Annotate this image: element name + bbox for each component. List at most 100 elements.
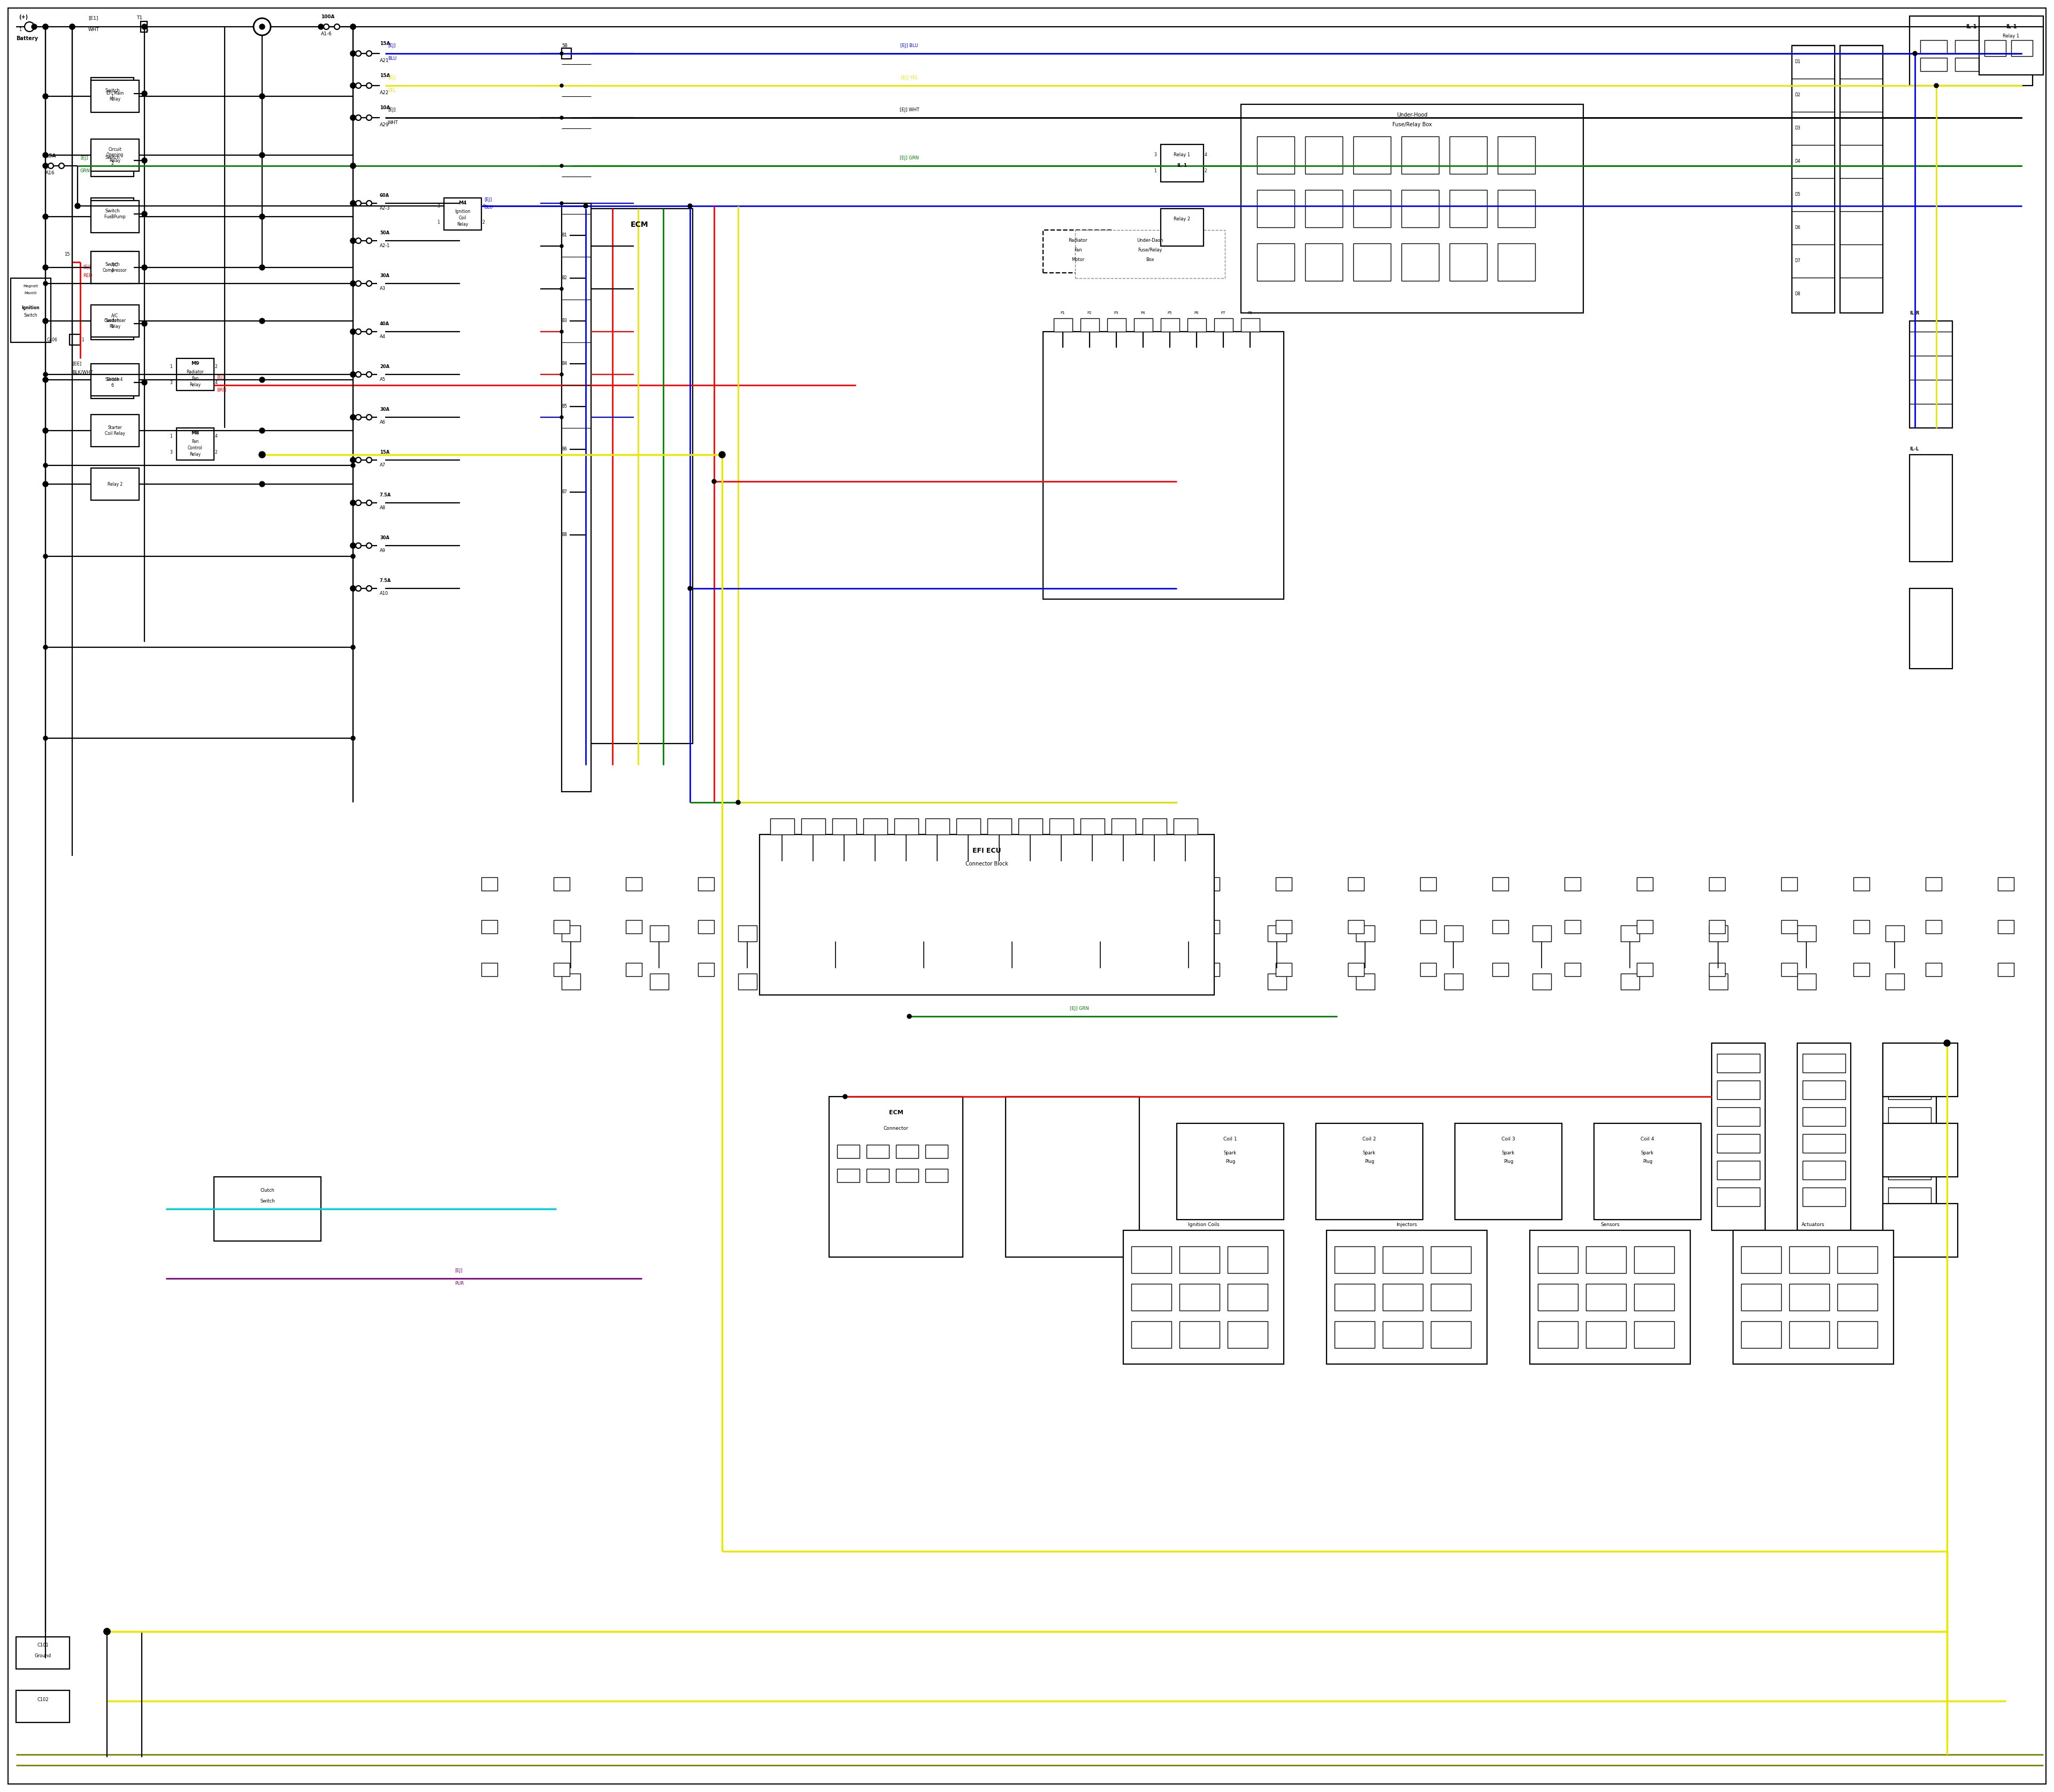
Text: A10: A10 <box>380 591 388 597</box>
Circle shape <box>43 428 47 434</box>
Circle shape <box>259 152 265 158</box>
Bar <box>1347 878 1364 891</box>
Circle shape <box>366 82 372 88</box>
Bar <box>1177 1124 1284 1220</box>
Bar <box>986 878 1002 891</box>
Bar <box>1354 244 1391 281</box>
Text: BRN: BRN <box>216 389 226 392</box>
Circle shape <box>355 586 362 591</box>
Bar <box>1161 208 1204 246</box>
Circle shape <box>351 238 355 244</box>
Bar <box>1530 1231 1690 1364</box>
Bar <box>1432 1283 1471 1310</box>
Bar <box>1132 878 1148 891</box>
Text: M9: M9 <box>191 362 199 366</box>
Text: PUR: PUR <box>454 1281 464 1287</box>
Bar <box>1635 1283 1674 1310</box>
Circle shape <box>351 330 355 335</box>
Text: Switch
3: Switch 3 <box>105 210 119 219</box>
Bar <box>1797 925 1816 941</box>
Bar <box>1789 1283 1830 1310</box>
Bar <box>1132 1283 1171 1310</box>
Bar <box>626 878 641 891</box>
Bar <box>1432 1247 1471 1272</box>
Circle shape <box>842 1095 846 1098</box>
Bar <box>1910 16 2033 86</box>
Bar <box>838 1168 859 1183</box>
Bar <box>1594 1124 1701 1220</box>
Circle shape <box>43 482 47 487</box>
Circle shape <box>351 543 355 548</box>
Text: GRN: GRN <box>80 168 90 174</box>
Text: D4: D4 <box>1795 159 1799 163</box>
Text: Coil: Coil <box>458 215 466 220</box>
Circle shape <box>351 82 355 88</box>
Bar <box>698 962 715 977</box>
Bar <box>1803 1081 1844 1098</box>
Text: P7: P7 <box>1220 312 1226 315</box>
Bar <box>481 962 497 977</box>
Circle shape <box>366 50 372 56</box>
Bar <box>1990 39 2017 54</box>
Text: ECM: ECM <box>631 220 649 228</box>
Circle shape <box>43 464 47 468</box>
Bar <box>1493 878 1508 891</box>
Bar <box>1454 1124 1561 1220</box>
Bar <box>1228 1321 1267 1348</box>
Text: A9: A9 <box>380 548 386 554</box>
Circle shape <box>31 23 37 29</box>
Bar <box>1060 878 1074 891</box>
Bar <box>832 819 857 835</box>
Bar <box>1257 244 1294 281</box>
Circle shape <box>253 18 271 36</box>
Bar <box>1884 1204 1957 1256</box>
Circle shape <box>259 482 265 487</box>
Text: 5B: 5B <box>561 43 567 48</box>
Text: A29: A29 <box>380 124 388 127</box>
Circle shape <box>351 50 355 56</box>
Circle shape <box>259 452 265 459</box>
Text: 3: 3 <box>438 204 440 208</box>
Circle shape <box>561 116 563 120</box>
Bar <box>1635 1321 1674 1348</box>
Bar <box>1717 1188 1760 1206</box>
Text: A4: A4 <box>380 335 386 339</box>
Text: 1: 1 <box>170 434 173 439</box>
Bar <box>1838 1283 1877 1310</box>
Text: IL-1: IL-1 <box>1177 163 1187 168</box>
Bar <box>1241 104 1584 314</box>
Bar <box>1132 919 1148 934</box>
Text: Starter
Coil Relay: Starter Coil Relay <box>105 425 125 435</box>
Text: Switch
4: Switch 4 <box>105 262 119 272</box>
Bar <box>737 925 756 941</box>
Bar <box>698 878 715 891</box>
Bar <box>555 962 569 977</box>
Circle shape <box>43 23 47 29</box>
Bar <box>1276 962 1292 977</box>
Bar <box>649 973 670 989</box>
Circle shape <box>351 163 355 168</box>
Circle shape <box>43 319 47 324</box>
Bar <box>1886 925 1904 941</box>
Circle shape <box>366 414 372 419</box>
Text: Actuators: Actuators <box>1801 1222 1824 1228</box>
Bar <box>1888 1054 1931 1073</box>
Text: IL-R: IL-R <box>1910 310 1918 315</box>
Text: C102: C102 <box>37 1697 49 1702</box>
Circle shape <box>351 23 355 29</box>
Circle shape <box>561 244 563 247</box>
Bar <box>1241 319 1259 332</box>
Text: 4: 4 <box>483 204 485 208</box>
Circle shape <box>351 371 355 376</box>
Bar <box>867 1145 889 1158</box>
Circle shape <box>561 330 563 333</box>
Bar <box>1257 190 1294 228</box>
Bar <box>1888 1081 1931 1098</box>
Bar <box>1586 1321 1627 1348</box>
Bar <box>90 197 134 229</box>
Bar <box>1187 319 1206 332</box>
Circle shape <box>351 500 355 505</box>
Bar <box>1927 919 1941 934</box>
Bar <box>838 1145 859 1158</box>
Text: 4: 4 <box>216 380 218 385</box>
